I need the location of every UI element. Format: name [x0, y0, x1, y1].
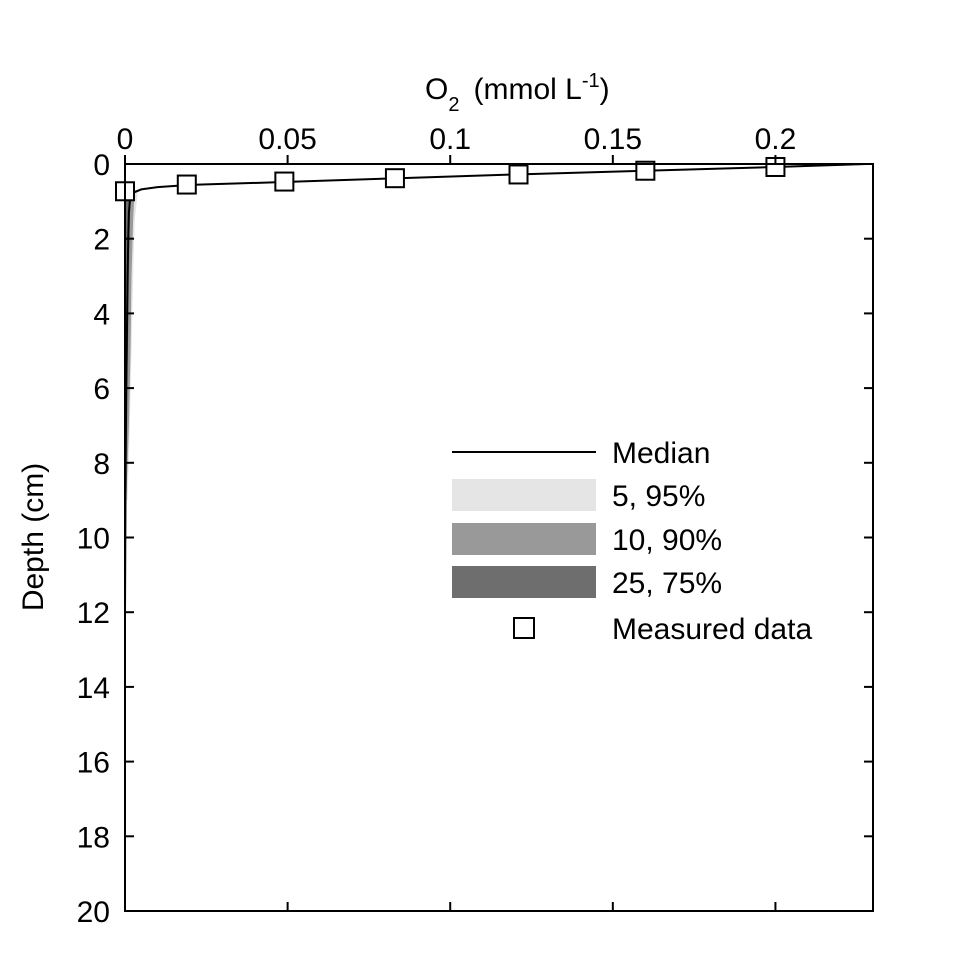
measured-point	[176, 174, 197, 195]
x-tick-label: 0.05	[258, 123, 316, 156]
y-tick-label: 0	[93, 149, 110, 182]
legend-label: 10, 90%	[612, 524, 722, 557]
y-axis-title: Depth (cm)	[17, 463, 50, 611]
x-axis-title-unit-superscript: -1	[582, 70, 600, 92]
legend-band-swatch	[452, 479, 596, 511]
legend-label: Median	[612, 437, 710, 470]
legend: Median 5, 95% 10, 90% 25, 75% Measured data	[452, 437, 812, 646]
legend-label: 25, 75%	[612, 567, 722, 600]
legend-label: 5, 95%	[612, 480, 705, 513]
x-tick-label: 0.2	[755, 123, 797, 156]
legend-label: Measured data	[612, 613, 812, 646]
legend-item-5-95: 5, 95%	[452, 479, 705, 513]
legend-item-measured-data: Measured data	[513, 613, 812, 646]
x-axis-title-subscript: 2	[448, 94, 459, 116]
x-axis-title-main: O	[425, 73, 448, 106]
x-axis-title-unit-suffix: )	[600, 73, 610, 106]
x-axis-ticks: 0 0.05 0.1 0.15 0.2	[117, 123, 797, 911]
legend-item-25-75: 25, 75%	[452, 566, 722, 600]
legend-marker-swatch	[513, 617, 535, 639]
y-axis-ticks: 0 2 4 6 8 10 12 14 16 18 20	[77, 149, 873, 929]
x-tick-label: 0.1	[429, 123, 471, 156]
legend-item-10-90: 10, 90%	[452, 523, 722, 557]
x-axis-title: O2 (mmol L-1)	[425, 70, 610, 116]
y-tick-label: 16	[77, 747, 110, 780]
y-tick-label: 8	[93, 448, 110, 481]
y-tick-label: 14	[77, 672, 110, 705]
y-tick-label: 10	[77, 523, 110, 556]
y-tick-label: 2	[93, 224, 110, 257]
legend-band-swatch	[452, 523, 596, 555]
legend-item-median: Median	[452, 437, 710, 470]
y-tick-label: 12	[77, 597, 110, 630]
x-tick-label: 0.15	[584, 123, 642, 156]
x-tick-label: 0	[117, 123, 134, 156]
measured-point	[508, 164, 529, 185]
y-tick-label: 4	[93, 298, 110, 331]
y-tick-label: 20	[77, 896, 110, 929]
x-axis-title-unit-prefix: (mmol L	[473, 73, 581, 106]
y-tick-label: 18	[77, 821, 110, 854]
measured-point	[274, 171, 295, 192]
legend-band-swatch	[452, 566, 596, 598]
measured-point	[384, 168, 405, 189]
measured-point	[635, 160, 656, 181]
y-tick-label: 6	[93, 373, 110, 406]
measured-markers	[115, 156, 786, 202]
